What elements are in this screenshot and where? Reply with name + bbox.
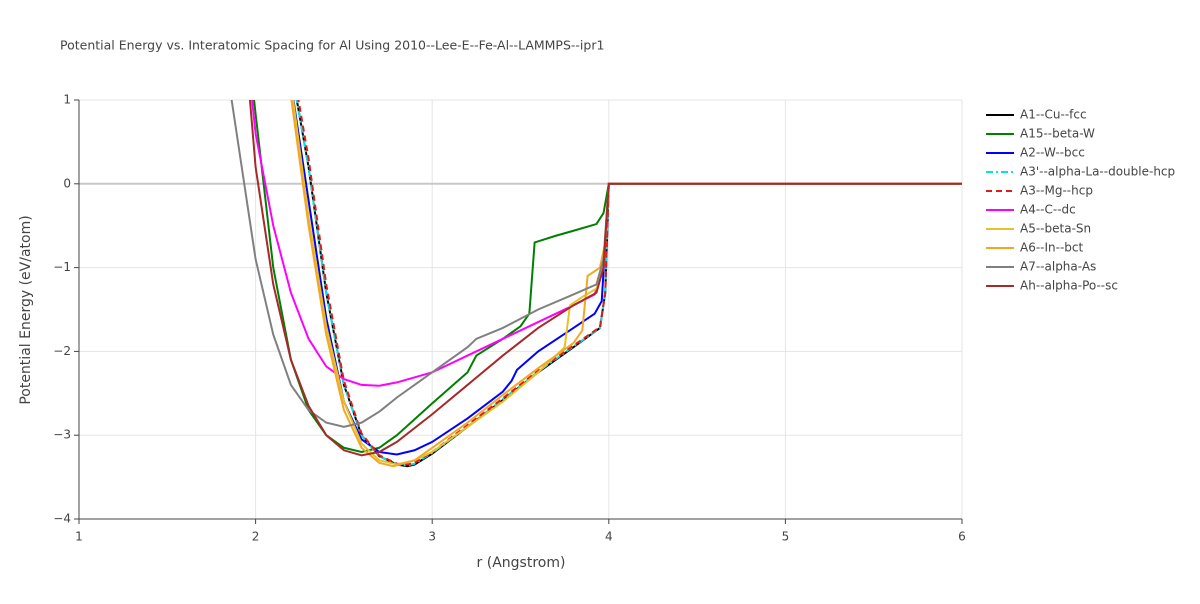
legend-label: A1--Cu--fcc xyxy=(1020,108,1087,122)
x-tick-label: 1 xyxy=(75,530,83,544)
series-line xyxy=(295,100,962,468)
y-tick-label: −2 xyxy=(53,344,71,358)
legend-label: A2--W--bcc xyxy=(1020,146,1085,160)
x-tick-label: 6 xyxy=(958,530,966,544)
x-tick-label: 2 xyxy=(252,530,260,544)
series-line xyxy=(252,100,962,453)
plot-area xyxy=(230,100,962,468)
y-tick-label: −1 xyxy=(53,260,71,274)
y-tick-label: −3 xyxy=(53,428,71,442)
legend-label: Ah--alpha-Po--sc xyxy=(1020,279,1118,293)
series-line xyxy=(292,100,962,456)
series-line xyxy=(292,100,962,466)
legend-label: A7--alpha-As xyxy=(1020,260,1096,274)
x-tick-label: 5 xyxy=(782,530,790,544)
legend-label: A3--Mg--hcp xyxy=(1020,184,1093,198)
legend-label: A5--beta-Sn xyxy=(1020,222,1091,236)
legend-label: A4--C--dc xyxy=(1020,203,1076,217)
y-axis-title: Potential Energy (eV/atom) xyxy=(18,215,34,404)
chart-title: Potential Energy vs. Interatomic Spacing… xyxy=(60,38,604,53)
x-axis-title: r (Angstrom) xyxy=(477,555,566,571)
series-line xyxy=(248,100,962,457)
x-tick-label: 4 xyxy=(605,530,613,544)
x-tick-label: 3 xyxy=(428,530,436,544)
series-line xyxy=(295,100,962,467)
y-tick-label: −4 xyxy=(53,512,71,526)
series-line xyxy=(297,100,962,466)
y-tick-label: 1 xyxy=(63,93,71,107)
series-line xyxy=(290,100,962,468)
legend-label: A15--beta-W xyxy=(1020,127,1095,141)
legend-label: A6--In--bct xyxy=(1020,241,1084,255)
y-tick-label: 0 xyxy=(63,176,71,190)
series-line xyxy=(230,100,962,428)
legend-label: A3'--alpha-La--double-hcp xyxy=(1020,165,1175,179)
